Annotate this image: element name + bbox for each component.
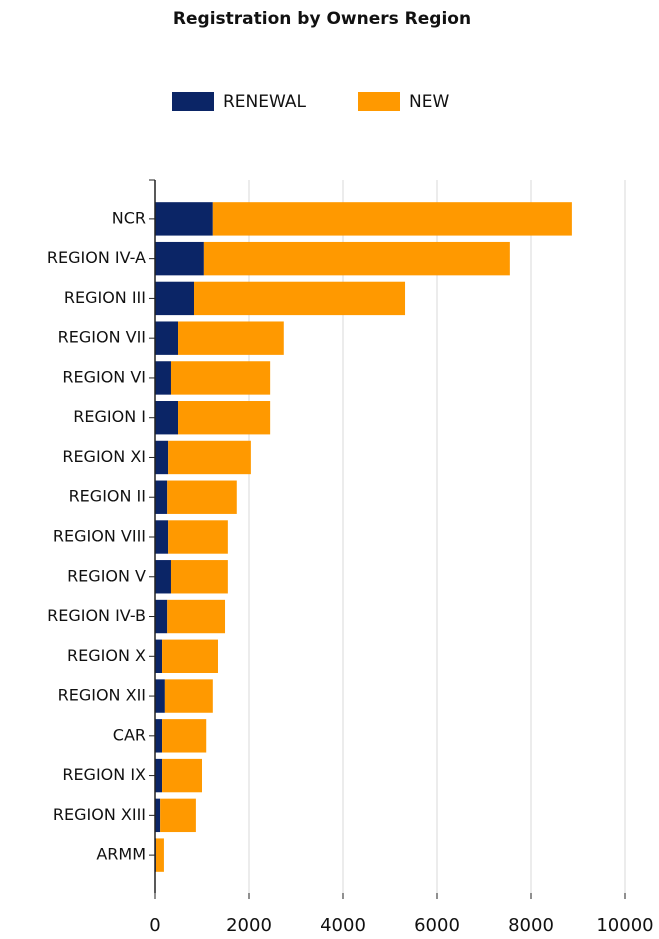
legend-swatch [172,92,214,111]
bar-segment [155,560,171,594]
bar-segment [167,480,237,514]
bar-segment [155,838,164,872]
x-tick-label: 0 [149,915,160,936]
bar-segment [178,321,284,355]
y-tick-label: REGION VI [62,367,146,386]
bar-segment [162,758,202,793]
bar-segment [160,798,196,833]
bar-segment [155,758,163,793]
y-tick-label: NCR [112,208,146,227]
y-tick-label: REGION I [73,407,146,426]
bar-segment [203,241,510,276]
y-tick-label: REGION IX [62,765,146,784]
legend-label: RENEWAL [223,92,307,112]
y-tick-label: REGION X [67,646,146,665]
bar-segment [155,599,168,634]
bar-segment [155,639,163,673]
bar-segment [194,281,406,316]
bar-segment [212,202,572,236]
y-tick-label: REGION VII [58,328,146,347]
bar-segment [155,798,161,833]
bar-segment [162,639,218,673]
y-tick-label: REGION IV-A [47,248,146,267]
y-tick-label: REGION V [67,566,146,585]
bar-segment [155,679,165,713]
bar-segment [164,679,213,713]
y-tick-label: REGION II [69,487,146,506]
bar-segment [155,361,171,395]
y-tick-label: REGION IV-B [47,606,146,625]
chart-title: Registration by Owners Region [173,9,471,29]
bar-segment [155,281,195,316]
bar-segment [155,241,204,276]
x-tick-label: 6000 [414,915,460,936]
bar-segment [155,719,163,753]
y-tick-label: REGION XI [62,447,146,466]
bar-segment [162,719,207,753]
bar-segment [155,202,213,236]
x-tick-label: 10000 [596,915,653,936]
y-tick-label: REGION III [64,288,146,307]
y-tick-label: ARMM [96,845,146,864]
x-tick-label: 2000 [226,915,272,936]
bar-segment [168,520,228,554]
bar-segment [155,321,179,355]
bar-segment [168,440,251,475]
bar-segment [155,401,179,435]
y-tick-label: CAR [113,725,146,744]
y-tick-label: REGION VIII [53,527,146,546]
bar-segment [155,480,168,514]
bar-segment [155,440,169,475]
legend-label: NEW [409,92,449,112]
bar-segment [178,401,271,435]
y-tick-label: REGION XII [58,686,146,705]
bar-segment [167,599,226,634]
x-tick-label: 4000 [320,915,366,936]
bar-segment [170,361,271,395]
x-tick-label: 8000 [508,915,554,936]
bar-segment [155,520,169,554]
bar-segment [170,560,228,594]
legend-swatch [358,92,400,111]
y-tick-label: REGION XIII [53,805,146,824]
